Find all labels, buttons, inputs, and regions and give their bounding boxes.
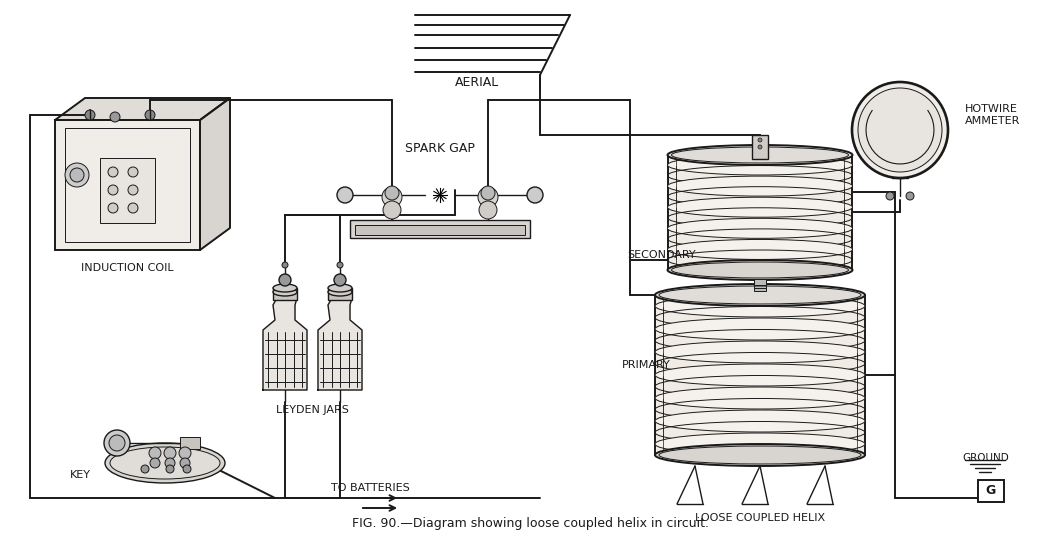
Circle shape bbox=[180, 458, 190, 468]
Circle shape bbox=[279, 274, 292, 286]
Circle shape bbox=[282, 262, 288, 268]
Bar bbox=[273, 288, 297, 300]
Circle shape bbox=[337, 187, 353, 203]
Bar bbox=[355, 225, 525, 235]
Circle shape bbox=[65, 163, 89, 187]
Bar bbox=[978, 480, 1004, 502]
Text: KEY: KEY bbox=[70, 470, 90, 480]
Ellipse shape bbox=[328, 288, 352, 296]
Ellipse shape bbox=[668, 239, 852, 259]
Bar bbox=[752, 135, 768, 159]
Circle shape bbox=[108, 167, 118, 177]
Ellipse shape bbox=[655, 433, 865, 455]
Text: FIG. 90.—Diagram showing loose coupled helix in circuit.: FIG. 90.—Diagram showing loose coupled h… bbox=[352, 517, 708, 530]
Circle shape bbox=[110, 112, 120, 122]
Circle shape bbox=[334, 274, 346, 286]
Text: LEYDEN JARS: LEYDEN JARS bbox=[276, 405, 349, 415]
Ellipse shape bbox=[655, 341, 865, 363]
Ellipse shape bbox=[655, 318, 865, 340]
Text: G: G bbox=[986, 484, 996, 497]
Circle shape bbox=[128, 185, 138, 195]
Polygon shape bbox=[55, 98, 230, 120]
Circle shape bbox=[179, 447, 191, 459]
Text: LOOSE COUPLED HELIX: LOOSE COUPLED HELIX bbox=[695, 513, 825, 523]
Circle shape bbox=[108, 203, 118, 213]
Circle shape bbox=[165, 458, 175, 468]
Ellipse shape bbox=[328, 284, 352, 292]
Text: AERIAL: AERIAL bbox=[455, 76, 499, 89]
Ellipse shape bbox=[655, 410, 865, 432]
Ellipse shape bbox=[668, 155, 852, 175]
Bar bbox=[754, 279, 766, 285]
Ellipse shape bbox=[668, 218, 852, 238]
Ellipse shape bbox=[668, 176, 852, 196]
Text: INDUCTION COIL: INDUCTION COIL bbox=[81, 263, 174, 273]
Text: TO BATTERIES: TO BATTERIES bbox=[331, 483, 409, 493]
Text: GROUND: GROUND bbox=[962, 453, 1009, 463]
Circle shape bbox=[527, 187, 543, 203]
Ellipse shape bbox=[655, 284, 865, 306]
Bar bbox=[55, 120, 200, 250]
Circle shape bbox=[166, 465, 174, 473]
Bar bbox=[754, 282, 766, 288]
Ellipse shape bbox=[110, 447, 220, 479]
Polygon shape bbox=[200, 98, 230, 250]
Text: PRIMARY: PRIMARY bbox=[622, 360, 671, 370]
Circle shape bbox=[385, 186, 399, 200]
Ellipse shape bbox=[655, 444, 865, 466]
Polygon shape bbox=[318, 292, 363, 390]
Circle shape bbox=[906, 192, 914, 200]
Circle shape bbox=[85, 110, 95, 120]
Bar bbox=[65, 128, 190, 242]
Circle shape bbox=[70, 168, 84, 182]
Text: SECONDARY: SECONDARY bbox=[628, 250, 695, 260]
Circle shape bbox=[758, 138, 762, 142]
Circle shape bbox=[382, 187, 402, 207]
Ellipse shape bbox=[105, 443, 225, 483]
Circle shape bbox=[337, 262, 343, 268]
Ellipse shape bbox=[655, 364, 865, 386]
Circle shape bbox=[858, 88, 942, 172]
Circle shape bbox=[141, 465, 149, 473]
Polygon shape bbox=[263, 292, 307, 390]
Bar bbox=[328, 288, 352, 300]
Circle shape bbox=[183, 465, 191, 473]
Ellipse shape bbox=[668, 260, 852, 280]
Circle shape bbox=[104, 430, 130, 456]
Circle shape bbox=[151, 458, 160, 468]
Bar bbox=[180, 437, 200, 449]
Ellipse shape bbox=[668, 145, 852, 165]
Bar bbox=[100, 158, 155, 223]
Ellipse shape bbox=[273, 288, 297, 296]
Bar bbox=[756, 280, 764, 284]
Circle shape bbox=[481, 186, 495, 200]
Circle shape bbox=[478, 187, 498, 207]
Circle shape bbox=[852, 82, 948, 178]
Circle shape bbox=[108, 185, 118, 195]
Circle shape bbox=[128, 167, 138, 177]
Circle shape bbox=[886, 192, 894, 200]
Circle shape bbox=[145, 110, 155, 120]
Circle shape bbox=[109, 435, 125, 451]
Bar bbox=[754, 285, 766, 291]
Ellipse shape bbox=[655, 295, 865, 317]
Text: SPARK GAP: SPARK GAP bbox=[405, 141, 475, 154]
Ellipse shape bbox=[273, 284, 297, 292]
Circle shape bbox=[128, 203, 138, 213]
Text: HOTWIRE
AMMETER: HOTWIRE AMMETER bbox=[965, 104, 1021, 126]
Bar bbox=[350, 220, 530, 238]
Bar bbox=[668, 155, 853, 270]
Ellipse shape bbox=[655, 387, 865, 409]
Circle shape bbox=[164, 447, 176, 459]
Circle shape bbox=[479, 201, 497, 219]
Bar bbox=[655, 295, 865, 455]
Ellipse shape bbox=[668, 197, 852, 217]
Circle shape bbox=[758, 145, 762, 149]
Circle shape bbox=[383, 201, 401, 219]
Circle shape bbox=[149, 447, 161, 459]
